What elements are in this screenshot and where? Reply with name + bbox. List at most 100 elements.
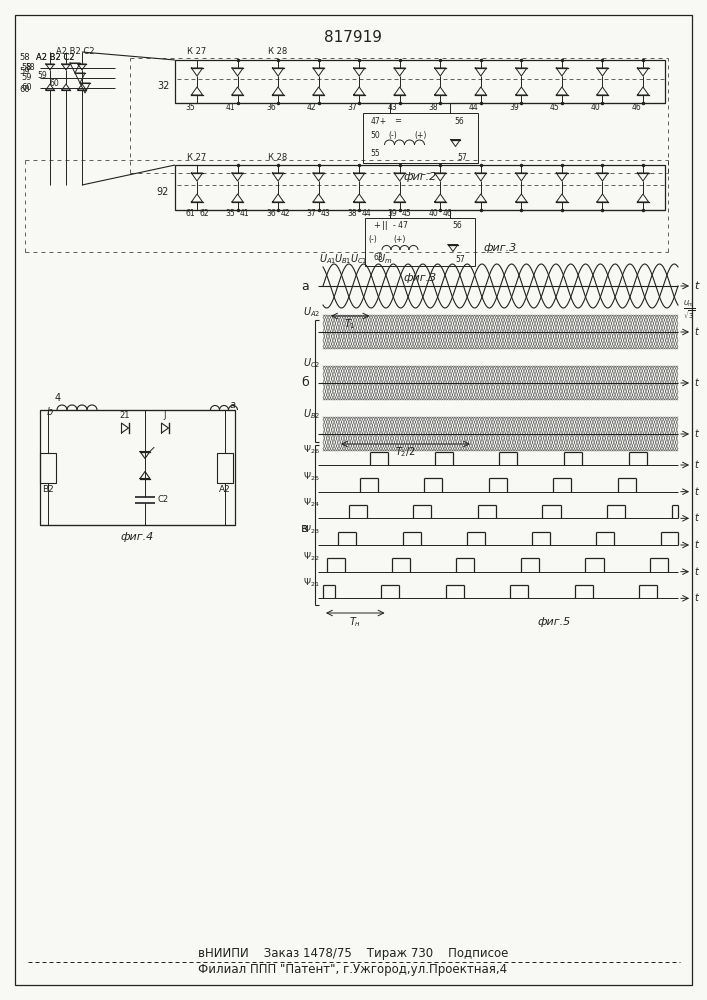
Text: 44: 44 <box>361 210 371 219</box>
Bar <box>175 60 665 103</box>
Text: К 28: К 28 <box>269 152 288 161</box>
Text: A2 B2 C2: A2 B2 C2 <box>36 53 74 62</box>
Text: A2 B2 C2: A2 B2 C2 <box>36 52 74 62</box>
Text: 817919: 817919 <box>324 29 382 44</box>
Text: фиг.5: фиг.5 <box>537 617 571 627</box>
Text: $U_{C2}$: $U_{C2}$ <box>303 356 320 370</box>
Text: 62: 62 <box>199 210 209 219</box>
Text: - 47: - 47 <box>392 222 407 231</box>
Text: 35: 35 <box>185 103 195 111</box>
Text: (+): (+) <box>414 131 427 140</box>
Text: B2: B2 <box>42 485 54 494</box>
Bar <box>40 452 56 483</box>
Text: $U_{B1}$: $U_{B1}$ <box>334 252 351 266</box>
Text: 41: 41 <box>240 210 250 219</box>
Text: 32: 32 <box>157 81 169 91</box>
Text: 60: 60 <box>21 84 32 93</box>
Text: t: t <box>694 460 698 470</box>
Text: 40: 40 <box>428 210 438 219</box>
Text: а: а <box>301 279 309 292</box>
Text: $T_н$: $T_н$ <box>349 615 361 629</box>
Text: 60: 60 <box>19 86 30 95</box>
Bar <box>40 410 235 525</box>
Text: $\Psi_{25}$: $\Psi_{25}$ <box>303 470 320 483</box>
Text: C2: C2 <box>158 495 169 504</box>
Text: 43: 43 <box>388 103 397 111</box>
Text: (+): (+) <box>394 235 407 244</box>
Text: (-): (-) <box>388 131 397 140</box>
Text: 38: 38 <box>428 103 438 111</box>
Text: t: t <box>694 327 698 337</box>
Text: 59: 59 <box>21 74 32 83</box>
Text: 50: 50 <box>370 131 380 140</box>
Text: b: b <box>47 407 53 417</box>
Text: t: t <box>694 429 698 439</box>
Text: $\Psi_{26}$: $\Psi_{26}$ <box>303 443 320 456</box>
Text: 36: 36 <box>267 210 276 219</box>
Text: $U_{A1}$: $U_{A1}$ <box>320 252 337 266</box>
Text: t: t <box>694 378 698 388</box>
Text: 37: 37 <box>347 103 357 111</box>
Text: 60: 60 <box>49 79 59 88</box>
Text: 35: 35 <box>226 210 235 219</box>
Text: $U_{B2}$: $U_{B2}$ <box>303 407 320 421</box>
Text: 61: 61 <box>185 210 195 219</box>
Text: $U_{C1}$: $U_{C1}$ <box>350 252 368 266</box>
Text: 56: 56 <box>452 222 462 231</box>
Text: 4: 4 <box>55 393 61 403</box>
Text: $U_{A2}$: $U_{A2}$ <box>303 305 320 319</box>
Text: =: = <box>394 116 401 125</box>
Text: t: t <box>694 567 698 577</box>
Text: К 27: К 27 <box>187 47 206 56</box>
Text: t: t <box>694 487 698 497</box>
Text: 39: 39 <box>388 210 397 219</box>
Text: $T_1$: $T_1$ <box>344 317 356 331</box>
Text: 56: 56 <box>455 116 464 125</box>
Text: фиг.4: фиг.4 <box>121 532 154 542</box>
Text: ||: || <box>382 222 388 231</box>
Text: 63: 63 <box>373 253 382 262</box>
Text: a: a <box>230 400 236 410</box>
Text: Филиал ППП "Патент", г.Ужгород,ул.Проектная,4: Филиал ППП "Патент", г.Ужгород,ул.Проект… <box>199 964 508 976</box>
Text: +: + <box>373 222 380 231</box>
Text: в: в <box>301 522 309 534</box>
Text: 58: 58 <box>21 64 32 73</box>
Bar <box>365 218 475 266</box>
Text: 46: 46 <box>443 210 452 219</box>
Text: 45: 45 <box>402 210 411 219</box>
Text: 59: 59 <box>37 70 47 80</box>
Text: 57: 57 <box>457 152 467 161</box>
Bar <box>217 452 233 483</box>
Text: $\frac{U_m}{\sqrt{3}}$: $\frac{U_m}{\sqrt{3}}$ <box>683 298 695 322</box>
Text: 58: 58 <box>19 52 30 62</box>
Text: t: t <box>694 540 698 550</box>
Text: $\Psi_{23}$: $\Psi_{23}$ <box>303 523 320 536</box>
Text: 40: 40 <box>590 103 600 111</box>
Text: $U_m$: $U_m$ <box>378 252 392 266</box>
Text: 57: 57 <box>455 255 465 264</box>
Text: 38: 38 <box>347 210 357 219</box>
Text: $\Psi_{21}$: $\Psi_{21}$ <box>303 577 320 589</box>
Text: 46: 46 <box>631 103 641 111</box>
Text: фиг.3: фиг.3 <box>404 273 437 283</box>
Text: 59: 59 <box>20 68 30 77</box>
Text: 92: 92 <box>157 187 169 197</box>
Text: 41: 41 <box>226 103 235 111</box>
Text: 21: 21 <box>119 412 130 420</box>
Text: К 27: К 27 <box>187 152 206 161</box>
Text: 42: 42 <box>307 103 317 111</box>
Text: 45: 45 <box>550 103 560 111</box>
Text: A2 B2 C2: A2 B2 C2 <box>56 47 94 56</box>
Text: б: б <box>301 376 309 389</box>
Text: 36: 36 <box>267 103 276 111</box>
Text: 37: 37 <box>307 210 317 219</box>
Text: 44: 44 <box>469 103 479 111</box>
Bar <box>363 113 477 163</box>
Text: 55: 55 <box>370 148 380 157</box>
Text: $\Psi_{24}$: $\Psi_{24}$ <box>303 497 320 509</box>
Text: t: t <box>694 593 698 603</box>
Text: К 28: К 28 <box>269 47 288 56</box>
Text: 42: 42 <box>280 210 290 219</box>
Text: 39: 39 <box>510 103 519 111</box>
Text: 47+: 47+ <box>370 116 387 125</box>
